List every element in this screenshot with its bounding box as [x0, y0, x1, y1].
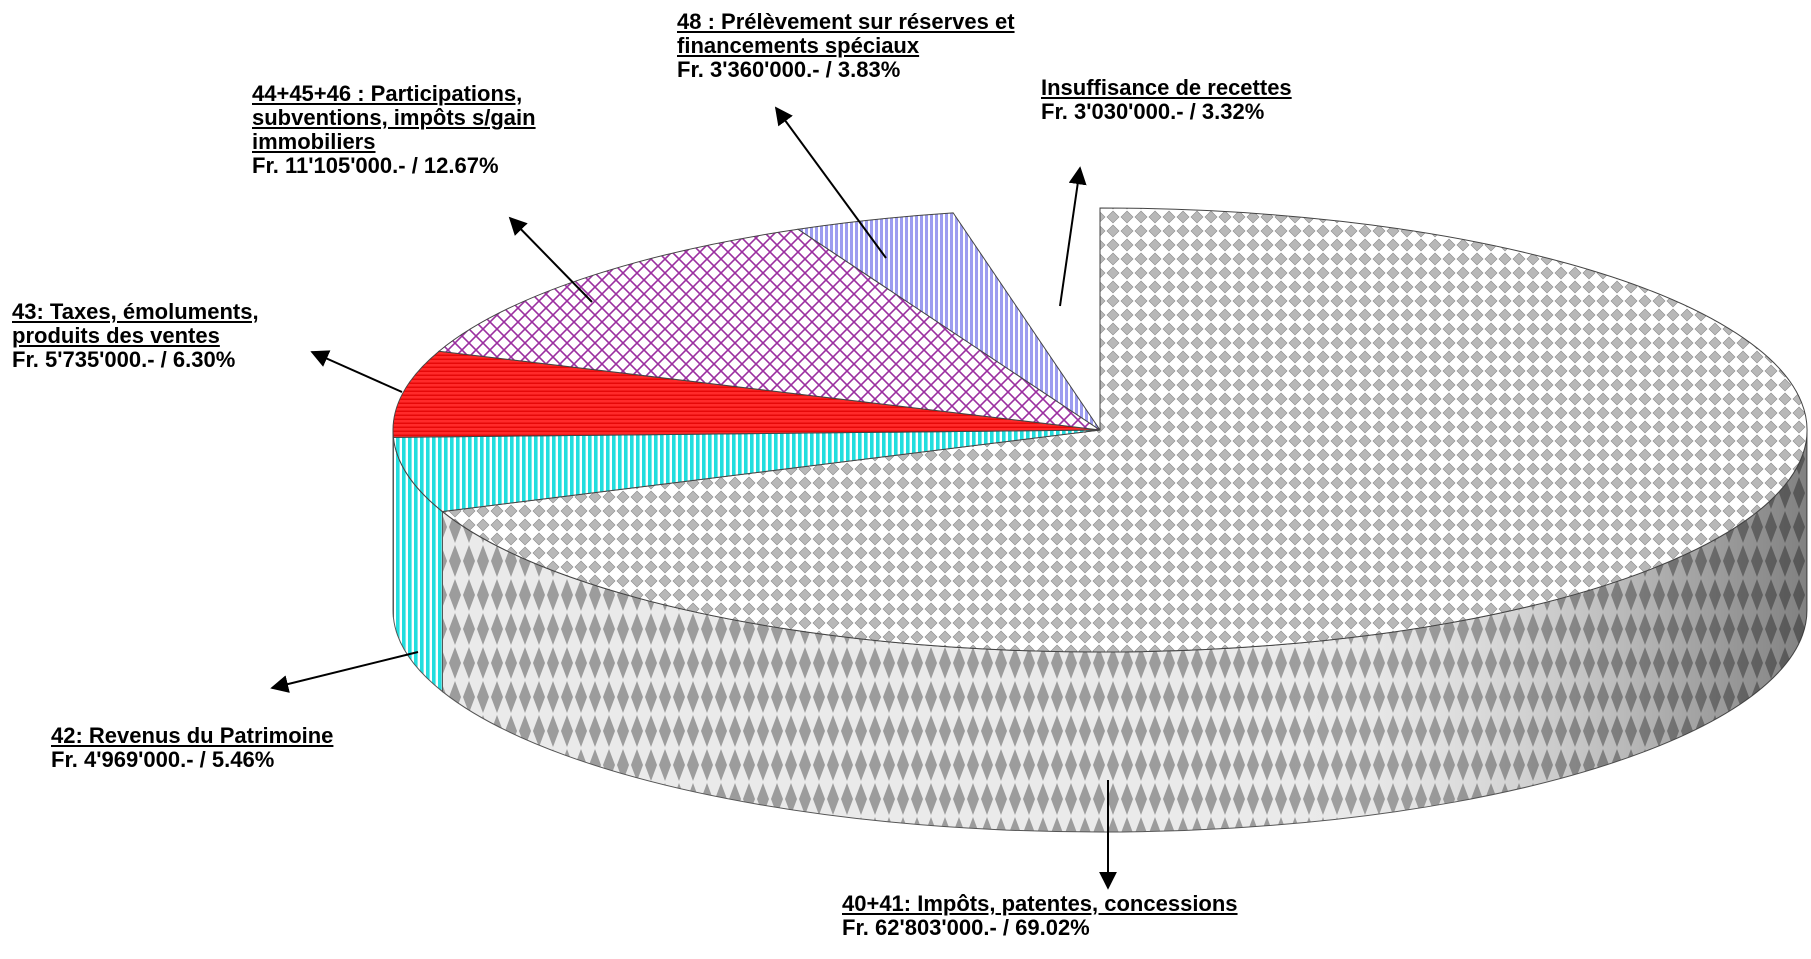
- label-participations-title-3: immobiliers: [252, 130, 536, 154]
- label-participations-title-2: subventions, impôts s/gain: [252, 106, 536, 130]
- leader-insuffisance: [1060, 168, 1080, 306]
- label-revenus-title: 42: Revenus du Patrimoine: [51, 724, 333, 748]
- label-participations: 44+45+46 : Participations, subventions, …: [252, 82, 536, 178]
- label-impots-value: Fr. 62'803'000.- / 69.02%: [842, 916, 1238, 940]
- label-prelevement: 48 : Prélèvement sur réserves et finance…: [677, 10, 1015, 82]
- label-insuffisance-value: Fr. 3'030'000.- / 3.32%: [1041, 100, 1292, 124]
- label-taxes-title-1: 43: Taxes, émoluments,: [12, 300, 259, 324]
- label-participations-value: Fr. 11'105'000.- / 12.67%: [252, 154, 536, 178]
- label-impots-title: 40+41: Impôts, patentes, concessions: [842, 892, 1238, 916]
- leader-revenus: [272, 652, 418, 688]
- pie-tops: [393, 208, 1807, 652]
- label-impots: 40+41: Impôts, patentes, concessions Fr.…: [842, 892, 1238, 940]
- label-participations-title-1: 44+45+46 : Participations,: [252, 82, 536, 106]
- label-insuffisance-title: Insuffisance de recettes: [1041, 76, 1292, 100]
- label-taxes-title-2: produits des ventes: [12, 324, 259, 348]
- label-prelevement-value: Fr. 3'360'000.- / 3.83%: [677, 58, 1015, 82]
- label-prelevement-title-1: 48 : Prélèvement sur réserves et: [677, 10, 1015, 34]
- label-taxes-value: Fr. 5'735'000.- / 6.30%: [12, 348, 259, 372]
- label-insuffisance: Insuffisance de recettes Fr. 3'030'000.-…: [1041, 76, 1292, 124]
- leader-taxes: [312, 352, 402, 392]
- label-revenus: 42: Revenus du Patrimoine Fr. 4'969'000.…: [51, 724, 333, 772]
- label-prelevement-title-2: financements spéciaux: [677, 34, 1015, 58]
- leader-participations: [510, 218, 592, 302]
- label-taxes: 43: Taxes, émoluments, produits des vent…: [12, 300, 259, 372]
- label-revenus-value: Fr. 4'969'000.- / 5.46%: [51, 748, 333, 772]
